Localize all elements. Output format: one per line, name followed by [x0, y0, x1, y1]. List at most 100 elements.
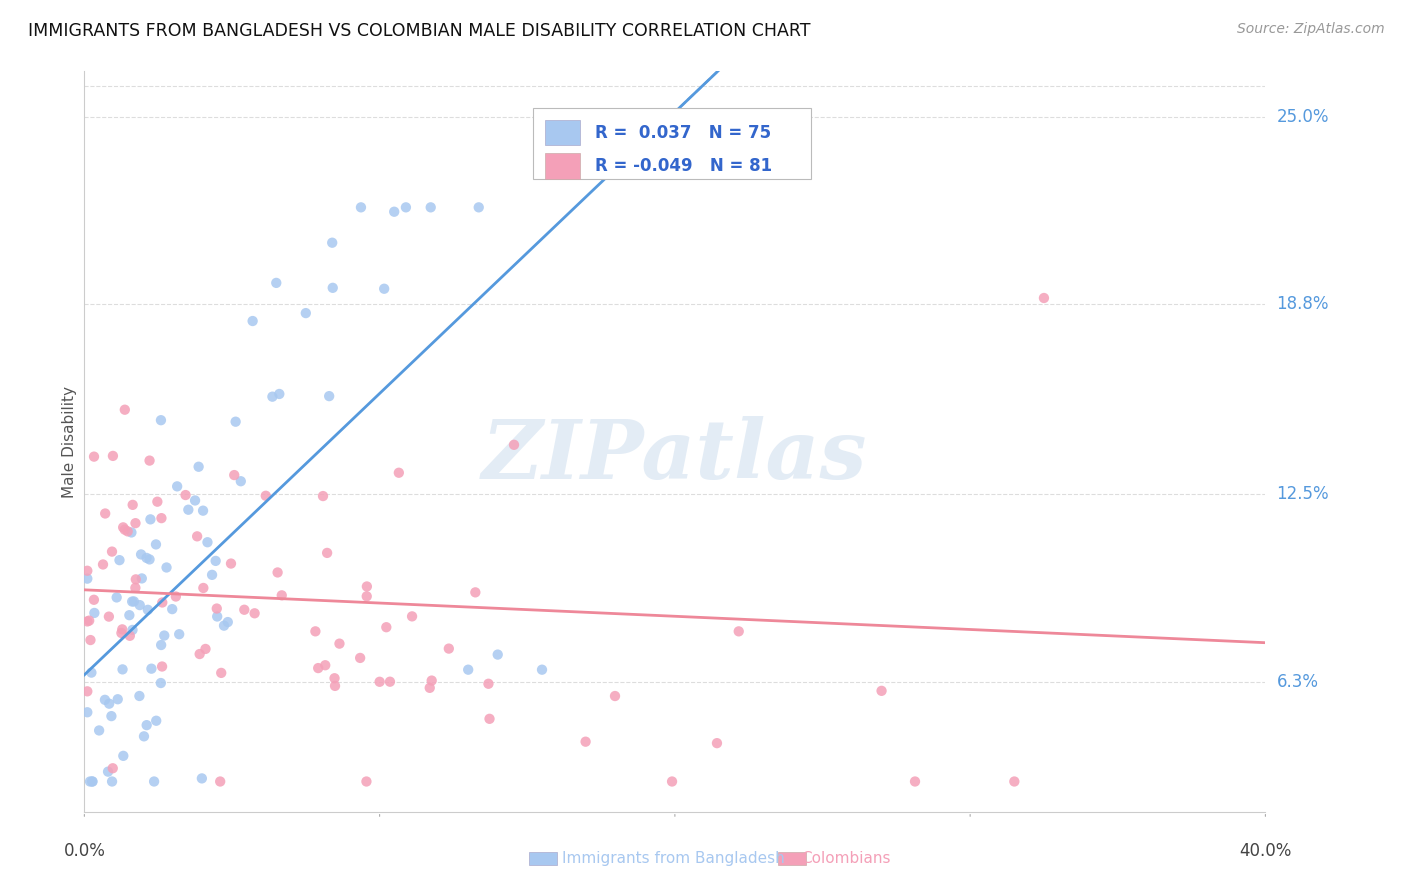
Point	[80, 774, 103, 789]
Point	[135, 550, 157, 565]
Text: Immigrants from Bangladesh: Immigrants from Bangladesh	[562, 851, 785, 865]
Point	[531, 663, 554, 677]
Point	[1284, 487, 1306, 501]
Point	[89, 723, 111, 738]
Point	[76, 684, 98, 698]
Point	[124, 516, 146, 531]
Point	[269, 387, 291, 401]
Point	[125, 573, 148, 587]
Point	[105, 591, 128, 605]
Point	[145, 537, 167, 551]
Point	[368, 674, 391, 689]
Point	[266, 566, 288, 580]
Point	[388, 466, 411, 480]
Point	[318, 389, 340, 403]
Text: 6.3%: 6.3%	[1277, 673, 1319, 690]
Point	[79, 633, 101, 648]
Point	[197, 535, 219, 549]
Point	[322, 281, 344, 295]
Point	[503, 438, 526, 452]
Point	[94, 693, 117, 707]
Point	[323, 671, 346, 685]
Point	[122, 594, 145, 608]
Point	[111, 623, 134, 637]
Text: 25.0%: 25.0%	[1277, 108, 1329, 126]
Point	[146, 494, 169, 508]
Text: IMMIGRANTS FROM BANGLADESH VS COLOMBIAN MALE DISABILITY CORRELATION CHART: IMMIGRANTS FROM BANGLADESH VS COLOMBIAN …	[28, 22, 811, 40]
Point	[177, 502, 200, 516]
Point	[101, 761, 124, 775]
Point	[419, 681, 441, 695]
Point	[378, 674, 401, 689]
Point	[165, 590, 187, 604]
Point	[209, 774, 232, 789]
Point	[194, 642, 217, 657]
Point	[77, 614, 100, 628]
Point	[212, 618, 235, 632]
Point	[312, 489, 335, 503]
Point	[167, 627, 190, 641]
Point	[141, 662, 163, 676]
Point	[323, 679, 346, 693]
Point	[117, 524, 139, 539]
Point	[738, 155, 761, 169]
Point	[83, 450, 105, 464]
Point	[478, 712, 501, 726]
Point	[205, 601, 228, 615]
Point	[155, 560, 177, 574]
Point	[139, 512, 162, 526]
Point	[233, 603, 256, 617]
Point	[575, 734, 598, 748]
Point	[79, 774, 101, 789]
Text: 0.0%: 0.0%	[63, 842, 105, 860]
Point	[128, 689, 150, 703]
FancyBboxPatch shape	[546, 120, 581, 145]
Point	[486, 648, 509, 662]
Point	[107, 692, 129, 706]
Point	[138, 552, 160, 566]
Point	[153, 628, 176, 642]
Point	[243, 607, 266, 621]
Point	[166, 479, 188, 493]
Point	[356, 589, 378, 603]
Point	[295, 306, 318, 320]
Point	[477, 677, 499, 691]
Point	[266, 276, 288, 290]
Point	[375, 620, 398, 634]
Point	[209, 665, 232, 680]
Point	[80, 665, 103, 680]
FancyBboxPatch shape	[778, 852, 806, 865]
Point	[706, 736, 728, 750]
Point	[110, 626, 132, 640]
Point	[316, 546, 339, 560]
Text: 40.0%: 40.0%	[1239, 842, 1292, 860]
Point	[76, 706, 98, 720]
Point	[91, 558, 114, 572]
Point	[82, 774, 104, 789]
Point	[224, 468, 246, 483]
Point	[1002, 774, 1025, 789]
Text: R =  0.037   N = 75: R = 0.037 N = 75	[595, 123, 770, 142]
Point	[121, 594, 143, 608]
Point	[437, 641, 460, 656]
Point	[150, 638, 173, 652]
Point	[120, 525, 142, 540]
Point	[191, 772, 214, 786]
Point	[307, 661, 329, 675]
Point	[101, 449, 124, 463]
Point	[1033, 291, 1056, 305]
Point	[603, 689, 626, 703]
Point	[150, 659, 173, 673]
Point	[149, 413, 172, 427]
Point	[160, 602, 183, 616]
Point	[401, 609, 423, 624]
Point	[219, 557, 242, 571]
Point	[83, 592, 105, 607]
Point	[420, 673, 443, 688]
Point	[128, 598, 150, 612]
Point	[174, 488, 197, 502]
Point	[356, 774, 378, 789]
Point	[304, 624, 326, 639]
Point	[349, 651, 371, 665]
Text: Source: ZipAtlas.com: Source: ZipAtlas.com	[1237, 22, 1385, 37]
